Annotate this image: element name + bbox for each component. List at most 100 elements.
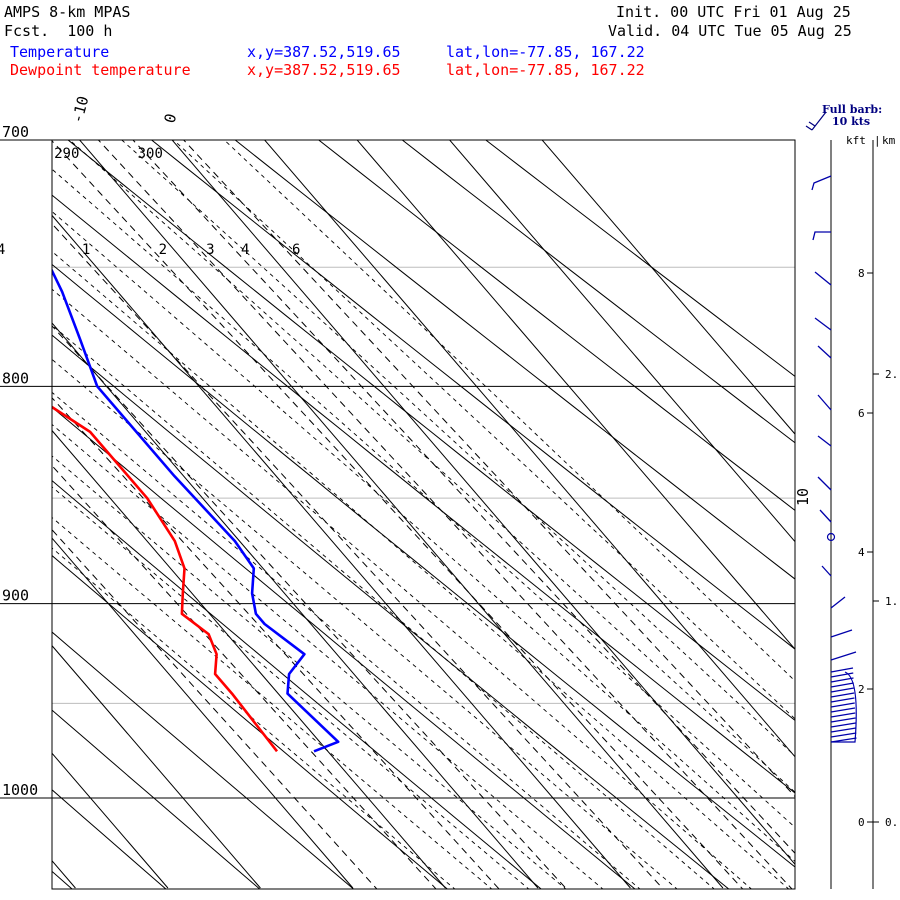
moist-adiabat (52, 250, 790, 889)
mixing-ratio-line (52, 140, 744, 889)
mixing-ratio-label: 3 (206, 242, 214, 258)
grid-xy-dew: x,y=387.52,519.65 (247, 61, 401, 79)
dry-adiabat (484, 140, 795, 377)
mixing-ratio-line (183, 140, 795, 798)
mixing-ratio-label: 6 (292, 242, 300, 258)
temperature-legend: Temperature (10, 43, 110, 61)
isotherm (171, 140, 795, 866)
low-level-barb-icon (830, 682, 854, 688)
plot-frame (51, 139, 796, 890)
moist-adiabat (121, 140, 795, 757)
moist-adiabat (52, 423, 604, 889)
wind-barb-icon (830, 651, 857, 661)
latlon-temp: lat,lon=-77.85, 167.22 (446, 43, 645, 61)
moist-adiabat (52, 391, 641, 889)
wind-barb-icon (811, 175, 832, 191)
moist-adiabat (52, 455, 567, 889)
dry-adiabat (150, 140, 795, 650)
low-level-barb-icon (830, 727, 857, 733)
model-title: AMPS 8-km MPAS (4, 3, 131, 21)
low-level-barb-icon (830, 722, 856, 728)
isotherm (52, 214, 631, 889)
moist-adiabat (52, 486, 530, 889)
km-tick-label: 0. (885, 816, 898, 829)
isotherm (52, 429, 446, 889)
dry-adiabat (52, 194, 795, 794)
dry-adiabat (67, 140, 795, 721)
low-level-barb-icon (830, 702, 855, 708)
pressure-label-700: 700 (2, 123, 29, 141)
grid-xy-temp: x,y=387.52,519.65 (247, 43, 401, 61)
mixing-ratio-label: 2 (159, 242, 167, 258)
mixing-ratio-label: 1 (82, 242, 90, 258)
dry-adiabat (317, 140, 795, 512)
mixing-ratio-label: .4 (0, 242, 5, 258)
forecast-hour: Fcst. 100 h (4, 22, 113, 40)
temperature-tick-label: -10 (68, 94, 92, 125)
wind-barb-icon (817, 435, 832, 447)
moist-adiabat (52, 288, 753, 889)
isotherm (356, 140, 795, 650)
kft-tick-label: 4 (858, 546, 865, 559)
low-level-barb-icon (830, 712, 856, 718)
pressure-label-900: 900 (2, 587, 29, 605)
thetae-label: 10 (794, 488, 812, 506)
low-level-barb-icon (830, 667, 854, 673)
barb-note-line1: Full barb: (822, 103, 882, 116)
kft-tick-label: 2 (858, 683, 865, 696)
dry-adiabat (234, 140, 795, 580)
dry-adiabat (52, 709, 261, 889)
valid-time: Valid. 04 UTC Tue 05 Aug 25 (608, 22, 852, 40)
low-level-barb-icon (830, 697, 855, 703)
isotherm (52, 537, 354, 889)
calm-wind-icon (826, 532, 836, 542)
mixing-ratio-line (52, 223, 664, 889)
wind-barb-icon (817, 394, 832, 411)
dry-adiabat (52, 631, 355, 889)
low-level-barb-icon (830, 707, 856, 713)
barb-note-line2: 10 kts (832, 115, 870, 128)
mixing-ratio-line (52, 325, 568, 889)
wind-barb-icon (814, 317, 832, 331)
theta-tick-label: 300 (138, 146, 163, 162)
mixing-ratio-line (132, 140, 795, 854)
wind-barb-icon (821, 565, 832, 577)
barb-example-icon (805, 111, 827, 131)
dry-adiabat (401, 140, 795, 444)
latlon-dew: lat,lon=-77.85, 167.22 (446, 61, 645, 79)
isotherm (52, 752, 169, 889)
temperature-profile (52, 267, 340, 753)
isotherm (52, 644, 261, 889)
pressure-label-1000: 1000 (2, 781, 38, 799)
low-level-barb-icon (830, 692, 855, 698)
dry-adiabat (52, 554, 449, 889)
wind-barb-icon (830, 629, 853, 638)
kft-tick-label: 8 (858, 267, 865, 280)
isotherm (448, 140, 795, 543)
moist-adiabat (52, 324, 715, 889)
low-level-barb-icon (830, 732, 857, 738)
dry-adiabat (52, 263, 795, 868)
barb-outline (831, 671, 857, 743)
dry-adiabat (52, 479, 542, 889)
pressure-label-800: 800 (2, 369, 29, 387)
dry-adiabat (52, 406, 636, 889)
mixing-ratio-line (52, 397, 500, 889)
low-level-barb-icon (830, 687, 855, 693)
dry-adiabat (52, 334, 730, 889)
isotherm (541, 140, 795, 435)
axis-sep: | (874, 134, 881, 147)
init-time: Init. 00 UTC Fri 01 Aug 25 (616, 3, 851, 21)
wind-barb-icon (830, 596, 846, 609)
moist-adiabat (172, 140, 795, 720)
isotherm (263, 140, 795, 758)
wind-barb-icon (819, 509, 832, 523)
wind-barb-icon (812, 231, 831, 241)
kft-label: kft (846, 134, 866, 147)
kft-tick-label: 6 (858, 407, 865, 420)
moist-adiabat (52, 210, 795, 863)
km-tick-label: 2. (885, 368, 898, 381)
low-level-barb-icon (830, 672, 854, 678)
wind-barb-icon (817, 476, 832, 491)
